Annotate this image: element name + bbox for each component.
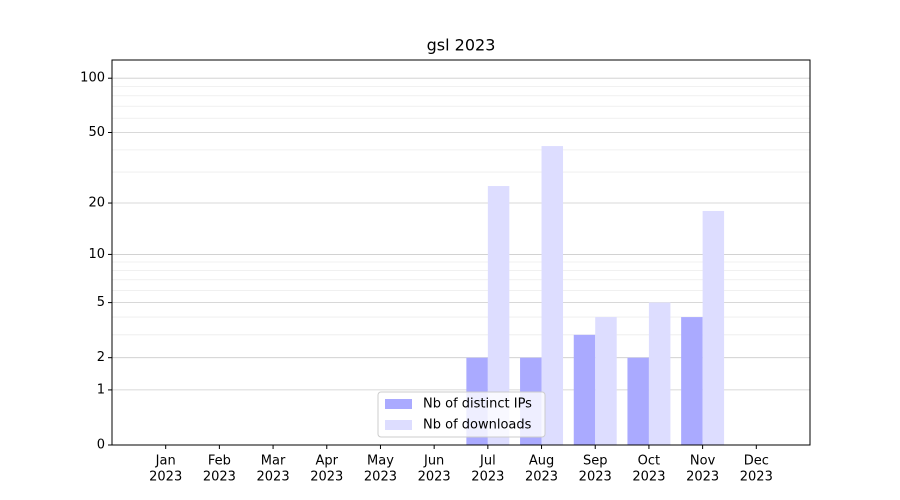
plot-frame [111, 59, 811, 446]
y-tick-label: 1 [97, 382, 105, 397]
legend-label: Nb of downloads [423, 418, 532, 433]
x-tick-label: 2023 [310, 470, 343, 485]
x-tick-label: Nov [690, 454, 716, 469]
x-tick-label: Dec [744, 454, 769, 469]
chart-title: gsl 2023 [427, 36, 496, 55]
x-tick-label: 2023 [686, 470, 719, 485]
x-tick-label: Sep [583, 454, 608, 469]
legend-label: Nb of distinct IPs [423, 397, 532, 412]
x-tick-label: 2023 [740, 470, 773, 485]
x-tick-label: 2023 [579, 470, 612, 485]
y-tick-label: 50 [88, 125, 105, 140]
bar [702, 210, 725, 445]
x-tick-label: Jul [479, 454, 496, 469]
x-tick-label: 2023 [632, 470, 665, 485]
x-tick-label: 2023 [257, 470, 290, 485]
x-tick-label: Mar [261, 454, 286, 469]
legend-swatch [385, 399, 412, 409]
bar [648, 302, 671, 445]
x-tick-label: Jan [155, 454, 176, 469]
bar [573, 334, 596, 445]
y-tick-label: 0 [97, 438, 105, 453]
x-tick-label: 2023 [471, 470, 504, 485]
x-tick-label: 2023 [203, 470, 236, 485]
legend-box [377, 391, 546, 438]
bar [627, 357, 649, 445]
x-tick-label: May [367, 454, 394, 469]
x-tick-label: Aug [529, 454, 554, 469]
x-tick-label: 2023 [149, 470, 182, 485]
x-tick-label: Feb [208, 454, 231, 469]
bar [681, 317, 703, 445]
x-tick-label: 2023 [364, 470, 397, 485]
y-tick-label: 2 [97, 350, 105, 365]
bar [541, 146, 564, 445]
x-tick-label: 2023 [418, 470, 451, 485]
bar [487, 186, 510, 445]
x-tick-label: Apr [316, 454, 339, 469]
bar [595, 317, 617, 445]
x-tick-label: 2023 [525, 470, 558, 485]
x-tick-label: Oct [638, 454, 660, 469]
legend-swatch [385, 420, 412, 430]
y-tick-label: 20 [88, 196, 105, 211]
y-tick-label: 100 [80, 71, 105, 86]
y-tick-label: 5 [97, 295, 105, 310]
x-tick-label: Jun [423, 454, 444, 469]
y-tick-label: 10 [88, 247, 105, 262]
